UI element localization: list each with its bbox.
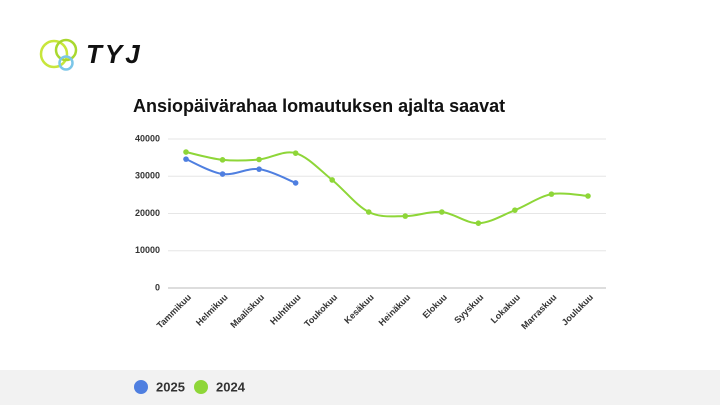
y-tick-label: 10000 (135, 245, 160, 255)
data-point (256, 166, 262, 172)
y-tick-label: 20000 (135, 208, 160, 218)
logo-text: TYJ (86, 39, 143, 69)
data-point (292, 150, 299, 156)
data-point (256, 156, 262, 163)
logo-circle (39, 39, 69, 69)
series-line (185, 151, 589, 225)
legend-band (0, 370, 720, 405)
data-point (329, 177, 335, 183)
series-line (185, 158, 297, 184)
data-point (548, 191, 555, 197)
logo-circle (58, 55, 74, 71)
legend-swatch (134, 380, 148, 394)
data-point (292, 180, 299, 186)
data-point (475, 220, 482, 226)
legend-label: 2025 (156, 379, 185, 394)
data-point (365, 209, 372, 215)
legend-swatch (194, 380, 208, 394)
data-point (585, 193, 591, 199)
data-point (183, 156, 189, 162)
data-point (439, 209, 445, 215)
data-point (219, 157, 226, 163)
logo-circle (54, 38, 78, 62)
chart-title: Ansiopäivärahaa lomautuksen ajalta saava… (133, 96, 505, 116)
data-point (512, 207, 518, 213)
y-tick-label: 0 (155, 282, 160, 292)
data-point (402, 213, 409, 219)
data-point (183, 149, 189, 155)
data-point (219, 171, 226, 177)
logo-mark (39, 38, 78, 71)
legend-label: 2024 (216, 379, 246, 394)
y-tick-label: 40000 (135, 133, 160, 143)
y-tick-label: 30000 (135, 171, 160, 181)
